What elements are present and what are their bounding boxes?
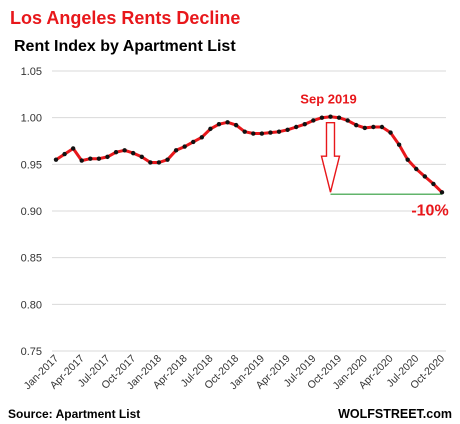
data-point [208,126,213,132]
data-point [62,151,67,157]
series-line [55,115,444,194]
brand-label: WOLFSTREET.com [338,407,452,421]
data-point [156,160,162,165]
data-point [216,122,222,127]
y-tick-label: 0.90 [21,206,42,218]
data-point [96,156,102,161]
y-tick-label: 1.05 [21,66,42,78]
y-tick-label: 0.95 [21,159,42,171]
data-point [328,114,333,119]
data-point [251,131,256,136]
data-point [70,146,76,151]
data-point [319,115,325,120]
data-point [105,154,110,160]
data-point [242,129,247,134]
markers-group [53,114,445,195]
data-point [354,122,359,128]
data-point [79,158,84,163]
data-point [371,124,376,130]
y-axis-ticks: 0.75 0.80 0.85 0.90 0.95 1.00 1.05 [21,66,42,358]
data-point [165,157,170,162]
data-point [285,127,290,132]
y-tick-label: 1.00 [21,113,42,125]
data-point [379,124,385,130]
change-annotation: -10% [411,202,448,219]
gridlines [52,70,446,352]
data-point [414,166,419,172]
data-point [233,122,239,128]
source-note: Source: Apartment List [8,407,140,421]
data-point [268,130,273,135]
data-point [293,124,299,130]
y-tick-label: 0.80 [21,299,42,311]
data-point [396,142,402,147]
series-group [55,115,444,194]
data-point [276,129,282,134]
data-point [405,157,410,162]
chart-subtitle: Rent Index by Apartment List [14,38,236,55]
data-point [302,122,307,127]
data-point [191,139,196,145]
data-point [88,156,93,161]
x-axis-ticks: Jan-2017Apr-2017Jul-2017Oct-2017Jan-2018… [22,353,448,393]
data-point [131,150,136,156]
down-arrow-shape [320,122,341,193]
y-tick-label: 0.85 [21,253,42,265]
data-point [345,118,350,123]
data-point [439,190,445,195]
data-point [259,131,265,136]
down-arrow-icon [320,122,341,193]
data-point [422,174,428,179]
y-tick-label: 0.75 [21,346,42,358]
data-point [225,120,230,125]
data-point [113,150,119,155]
data-point [362,125,367,131]
data-point [122,148,127,153]
peak-annotation: Sep 2019 [300,92,356,107]
data-point [173,148,179,153]
data-point [311,118,316,123]
data-point [199,135,205,140]
data-point [388,130,393,135]
data-point [148,160,153,165]
data-point [336,115,342,120]
data-point [182,144,187,149]
data-point [53,157,59,162]
data-point [431,181,436,187]
data-point [139,154,144,160]
chart-title: Los Angeles Rents Decline [10,8,240,28]
